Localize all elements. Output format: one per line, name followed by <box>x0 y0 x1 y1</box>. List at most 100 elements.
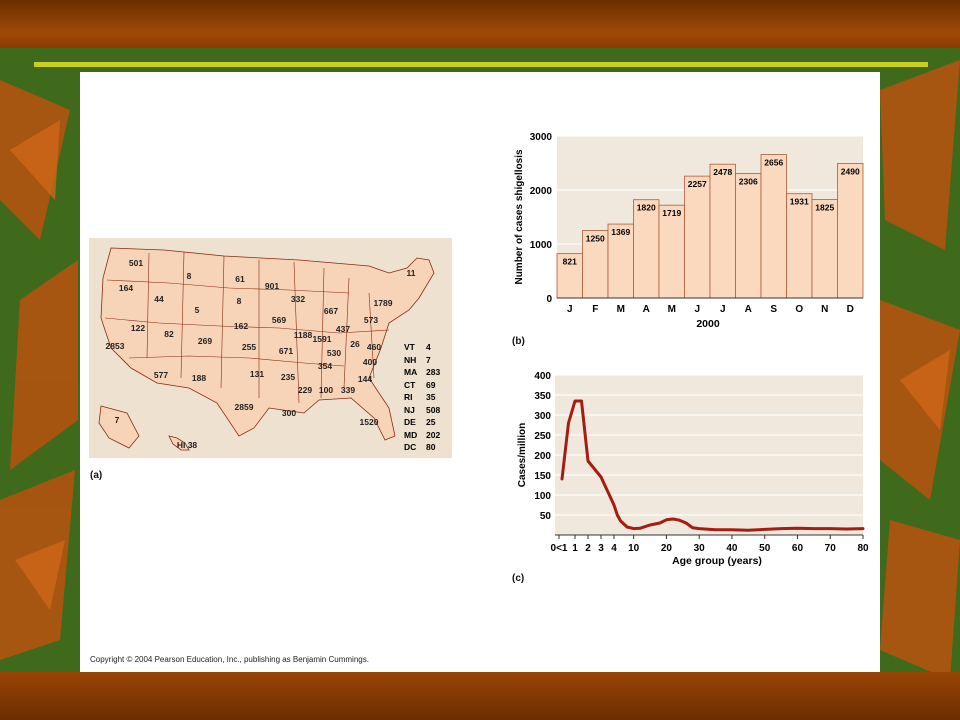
state-case-count: 8 <box>186 271 192 281</box>
state-case-count: 569 <box>271 315 287 325</box>
state-case-count: 1789 <box>373 298 393 308</box>
state-value: 69 <box>426 379 436 390</box>
top-band <box>0 0 960 48</box>
state-case-count: 671 <box>278 346 294 356</box>
y-tick-label: 300 <box>534 411 551 422</box>
bar <box>786 193 813 299</box>
state-case-count: 460 <box>366 342 382 352</box>
y-tick-label: 200 <box>534 451 551 462</box>
state-case-count: 122 <box>130 323 146 333</box>
y-tick-label: 0 <box>546 294 552 305</box>
x-tick-label: O <box>795 304 803 315</box>
northeast-table-row: VT 4 <box>404 341 440 354</box>
y-tick-label: 50 <box>540 511 552 522</box>
cases-per-million-line <box>560 399 865 532</box>
state-case-count: 339 <box>340 385 356 395</box>
bar <box>633 199 660 299</box>
state-case-count: 5 <box>194 305 200 315</box>
state-case-count: 300 <box>281 408 297 418</box>
state-case-count: 188 <box>191 373 207 383</box>
panel-label-c: (c) <box>512 573 525 584</box>
state-abbrev: DC <box>404 442 417 452</box>
monthly-bar-chart: 0 1000 2000 3000 821 J 1250 F 1369 M 1820 A 1719 M 225… <box>514 132 864 328</box>
state-abbrev: RI <box>404 392 413 402</box>
state-value: 7 <box>426 354 431 365</box>
state-case-count: 82 <box>164 329 174 339</box>
bar <box>684 175 711 299</box>
state-case-count: 530 <box>326 348 342 358</box>
x-tick-label: 10 <box>628 543 640 554</box>
bar-data-label: 1719 <box>662 208 681 218</box>
state-abbrev: NJ <box>404 404 415 415</box>
x-tick-label: A <box>745 304 752 315</box>
state-case-count: 573 <box>363 315 379 325</box>
state-case-count: 667 <box>323 306 339 316</box>
y-tick-label: 100 <box>534 491 551 502</box>
y-tick-label: 400 <box>534 371 551 382</box>
state-case-count: 2853 <box>105 341 125 351</box>
y-axis-label: Cases/million <box>517 423 528 487</box>
bar-data-label: 2490 <box>841 167 860 177</box>
state-case-count: 2859 <box>234 402 254 412</box>
bar <box>709 163 736 299</box>
panel-label-a: (a) <box>90 470 103 481</box>
northeast-table-row: NJ 508 <box>404 404 440 417</box>
bar <box>658 204 685 299</box>
state-case-count: 1520 <box>359 417 379 427</box>
state-case-count: 61 <box>235 274 245 284</box>
state-case-count: 7 <box>114 415 120 425</box>
x-tick-label: J <box>567 304 573 315</box>
state-case-count: 131 <box>249 369 265 379</box>
bar <box>556 253 583 299</box>
bar-data-label: 1250 <box>586 234 605 244</box>
northeast-table-row: DE 25 <box>404 416 440 429</box>
y-tick-label: 1000 <box>530 240 553 251</box>
northeast-table-row: MD 202 <box>404 429 440 442</box>
x-tick-label: 3 <box>598 543 604 554</box>
state-value: 35 <box>426 392 436 402</box>
x-tick-label: 30 <box>694 543 706 554</box>
state-abbrev: VT <box>404 342 415 352</box>
y-tick-label: 2000 <box>530 186 553 197</box>
state-case-count: 437 <box>335 324 351 334</box>
x-tick-label: A <box>643 304 650 315</box>
state-case-count: 255 <box>241 342 257 352</box>
northeast-table-row: DC 80 <box>404 441 440 454</box>
y-tick-label: 150 <box>534 471 551 482</box>
state-case-count: 1591 <box>312 334 332 344</box>
x-axis-label: 2000 <box>696 318 720 328</box>
us-map-shapes <box>98 247 435 451</box>
x-tick-label: 70 <box>825 543 837 554</box>
state-case-count: 162 <box>233 321 249 331</box>
x-tick-label: 20 <box>661 543 673 554</box>
state-case-count: 100 <box>318 385 334 395</box>
state-case-count: 26 <box>350 339 360 349</box>
bar-data-label: 2257 <box>688 179 707 189</box>
state-case-count: 332 <box>290 294 306 304</box>
x-tick-label: 0<1 <box>551 543 568 554</box>
state-case-count: 235 <box>280 372 296 382</box>
northeast-table-row: CT 69 <box>404 379 440 392</box>
y-tick-label: 350 <box>534 391 551 402</box>
bar-data-label: 1820 <box>637 203 656 213</box>
state-value: 508 <box>426 404 441 415</box>
x-tick-label: F <box>592 304 598 315</box>
state-value: 25 <box>426 417 436 427</box>
bottom-band <box>0 672 960 720</box>
state-case-count: 577 <box>153 370 169 380</box>
x-tick-label: 40 <box>726 543 738 554</box>
bar <box>735 173 762 299</box>
state-abbrev: NH <box>404 354 417 365</box>
x-tick-label: M <box>668 304 676 315</box>
x-tick-label: 2 <box>585 543 591 554</box>
title-rule <box>34 62 928 67</box>
state-value: 283 <box>426 367 441 377</box>
state-case-count: 269 <box>197 336 213 346</box>
state-case-count: 44 <box>154 294 164 304</box>
state-value: 202 <box>426 429 441 440</box>
y-axis-label: Number of cases shigellosis <box>514 149 525 284</box>
x-tick-label: N <box>821 304 828 315</box>
state-case-count: 229 <box>297 385 313 395</box>
state-case-count: 354 <box>317 361 333 371</box>
age-line-chart: 50 100 150 200 250 300 350 400 0<1 1 2 3 4 10 20 30 40 50… <box>517 371 869 567</box>
